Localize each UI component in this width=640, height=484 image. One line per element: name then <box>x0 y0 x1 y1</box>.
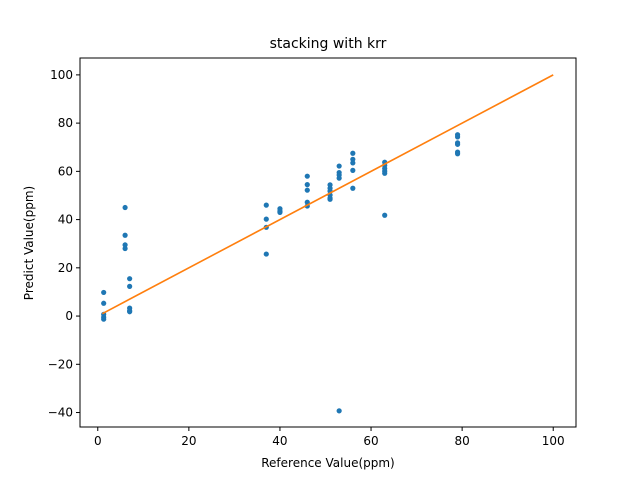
x-tick-label: 100 <box>542 434 565 448</box>
data-point <box>304 182 310 188</box>
data-point <box>336 408 342 414</box>
data-point <box>327 196 333 202</box>
scatter-series <box>101 132 461 414</box>
data-point <box>336 175 342 181</box>
axes-frame <box>79 57 577 428</box>
x-axis-label: Reference Value(ppm) <box>261 456 394 470</box>
data-point <box>350 160 356 166</box>
data-point <box>122 232 128 238</box>
y-tick-label: 20 <box>58 261 73 275</box>
y-tick-label: −40 <box>48 406 73 420</box>
y-tick-label: 60 <box>58 164 73 178</box>
x-tick-label: 80 <box>454 434 469 448</box>
x-axis: 0 20 40 60 80 100 <box>94 427 565 448</box>
chart-title: stacking with krr <box>270 36 387 52</box>
data-point <box>127 309 133 315</box>
data-point <box>454 134 461 140</box>
x-tick-label: 0 <box>94 434 102 448</box>
data-point <box>122 204 128 211</box>
x-tick-label: 40 <box>272 434 287 448</box>
data-point <box>263 202 269 208</box>
data-point <box>101 300 107 306</box>
data-point <box>263 251 269 257</box>
data-point <box>350 150 356 156</box>
y-tick-label: 40 <box>58 213 73 227</box>
data-point <box>277 209 283 215</box>
y-tick-label: 0 <box>65 309 73 323</box>
data-point <box>101 316 107 322</box>
x-tick-label: 60 <box>363 434 378 448</box>
data-point <box>101 289 107 296</box>
data-point <box>304 173 310 179</box>
data-point <box>122 242 128 248</box>
data-point <box>350 167 356 173</box>
reference-line <box>101 74 554 315</box>
data-point <box>350 156 356 162</box>
y-axis: −40 −20 0 20 40 60 80 100 <box>48 68 80 420</box>
data-point <box>382 212 388 218</box>
data-point <box>122 245 128 252</box>
data-point <box>336 163 342 169</box>
data-point <box>127 283 133 289</box>
data-point <box>304 199 310 205</box>
y-axis-label: Predict Value(ppm) <box>22 186 36 300</box>
data-point <box>454 151 461 157</box>
data-point <box>454 141 461 147</box>
y-tick-label: 80 <box>58 116 73 130</box>
data-point <box>350 185 356 191</box>
data-point <box>304 187 310 193</box>
y-tick-label: −20 <box>48 357 73 371</box>
y-tick-label: 100 <box>50 68 73 82</box>
data-point <box>263 216 269 222</box>
data-point <box>382 170 388 176</box>
data-point <box>127 276 133 282</box>
x-tick-label: 20 <box>181 434 196 448</box>
plot-area <box>101 74 554 414</box>
